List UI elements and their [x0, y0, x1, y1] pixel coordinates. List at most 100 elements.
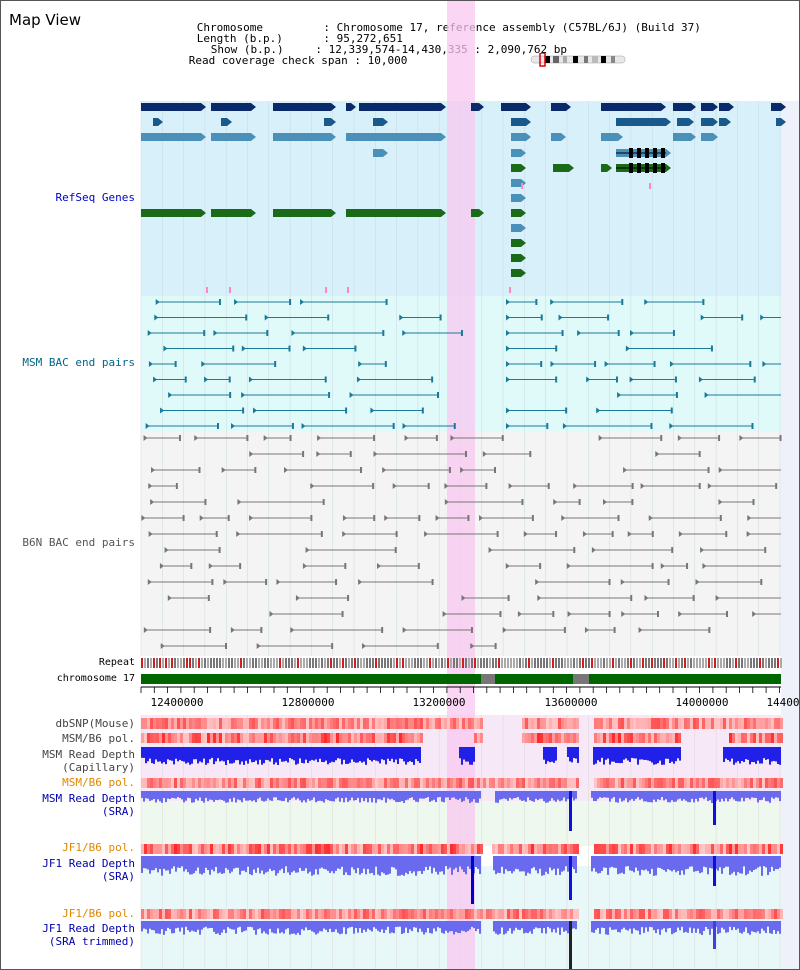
read-depth-bar [397, 791, 399, 803]
read-depth-bar [543, 747, 545, 760]
read-depth-bar [693, 921, 695, 929]
polymorphism-cell [648, 733, 651, 743]
polymorphism-cell [534, 733, 537, 743]
span-label: Read coverage check span [188, 54, 348, 67]
repeat-mark [534, 658, 536, 668]
polymorphism-cell [450, 844, 453, 854]
msm-b6-pol-1-label[interactable]: MSM/B6 pol. [62, 732, 135, 745]
read-depth-bar [727, 791, 729, 802]
jf1-b6-pol-2-label[interactable]: JF1/B6 pol. [62, 907, 135, 920]
msm-depth-cap-label-2: (Capillary) [62, 761, 135, 774]
read-depth-bar [709, 856, 711, 868]
repeat-mark [726, 658, 728, 668]
read-depth-bar [735, 921, 737, 930]
polymorphism-cell [396, 778, 399, 788]
read-depth-bar [447, 921, 449, 933]
repeat-mark [525, 658, 527, 668]
polymorphism-cell [654, 909, 657, 919]
polymorphism-cell [240, 733, 243, 743]
repeat-mark [522, 658, 524, 668]
read-depth-bar [531, 856, 533, 869]
msm-b6-pol-2-label[interactable]: MSM/B6 pol. [62, 776, 135, 789]
b6n-bac-track-label[interactable]: B6N BAC end pairs [22, 536, 135, 549]
refseq-track-label[interactable]: RefSeq Genes [55, 191, 135, 204]
b6n-bac-pair-end [698, 483, 701, 489]
jf1-depth-sra-label-1[interactable]: JF1 Read Depth [42, 857, 135, 870]
read-depth-bar [541, 856, 543, 876]
repeat-mark [732, 658, 734, 668]
read-depth-bar [445, 921, 447, 931]
refseq-gene [511, 224, 521, 232]
repeat-mark [441, 658, 443, 668]
read-depth-bar [597, 747, 599, 761]
read-depth-bar [497, 856, 499, 873]
refseq-gene [211, 103, 251, 111]
read-depth-bar [299, 791, 301, 801]
chromosome-ideogram[interactable] [529, 53, 629, 67]
read-depth-bar [395, 791, 397, 802]
b6n-bac-pair-end [760, 579, 763, 585]
repeat-mark [504, 658, 506, 668]
b6n-bac-pair-end [204, 499, 207, 505]
polymorphism-cell [525, 909, 528, 919]
read-depth-bar [385, 856, 387, 875]
polymorphism-cell [411, 844, 414, 854]
msm-depth-sra-label-1[interactable]: MSM Read Depth [42, 792, 135, 805]
jf1-b6-pol-1-label[interactable]: JF1/B6 pol. [62, 841, 135, 854]
read-depth-bar [501, 791, 503, 800]
b6n-bac-pair-end [707, 467, 710, 473]
refseq-gene-arrow [441, 209, 446, 217]
polymorphism-cell [609, 909, 612, 919]
read-depth-bar [247, 856, 249, 867]
read-depth-bar [231, 921, 233, 930]
read-depth-bar [769, 791, 771, 803]
read-depth-bar [165, 856, 167, 871]
msm-bac-track-label[interactable]: MSM BAC end pairs [22, 356, 135, 369]
dbsnp-track-label[interactable]: dbSNP(Mouse) [55, 717, 135, 730]
polymorphism-cell [651, 909, 654, 919]
read-depth-bar [777, 747, 779, 764]
read-depth-bar [309, 747, 311, 761]
polymorphism-cell [693, 718, 696, 729]
read-depth-bar [203, 747, 205, 759]
polymorphism-cell [231, 778, 234, 788]
read-depth-bar [363, 921, 365, 930]
polymorphism-cell [705, 909, 708, 919]
msm-depth-cap-label-1[interactable]: MSM Read Depth [42, 748, 135, 761]
b6n-bac-pair-end [373, 451, 378, 457]
b6n-bac-pair-end [344, 563, 347, 569]
read-depth-bar [169, 747, 171, 761]
repeat-mark [771, 658, 773, 668]
read-depth-bar [307, 747, 309, 763]
polymorphism-cell [342, 733, 345, 743]
polymorphism-cell [510, 844, 513, 854]
msm-bac-pair-end [562, 423, 567, 429]
read-depth-bar [605, 921, 607, 935]
read-depth-bar [731, 747, 733, 759]
read-depth-bar [667, 747, 669, 759]
read-depth-bar [387, 856, 389, 875]
polymorphism-cell [741, 778, 744, 788]
jf1-depth-trim-label-1[interactable]: JF1 Read Depth [42, 922, 135, 935]
read-depth-bar [243, 856, 245, 871]
b6n-bac-pair-end [485, 483, 488, 489]
read-depth-bar [199, 921, 201, 935]
read-depth-bar [297, 747, 299, 764]
read-depth-bar [665, 791, 667, 800]
polymorphism-cell [237, 844, 240, 854]
read-depth-bar [141, 921, 143, 932]
polymorphism-cell [294, 733, 297, 743]
refseq-gene-arrow [689, 118, 694, 126]
polymorphism-cell [438, 844, 441, 854]
polymorphism-cell [141, 909, 144, 919]
polymorphism-cell [720, 718, 723, 729]
read-depth-bar [207, 791, 209, 802]
polymorphism-cell [261, 909, 264, 919]
read-depth-bar [465, 921, 467, 933]
read-depth-bar [313, 921, 315, 933]
read-depth-bar [623, 921, 625, 928]
read-depth-bar [309, 921, 311, 930]
read-depth-bar [211, 791, 213, 800]
refseq-gene-arrow [251, 209, 256, 217]
